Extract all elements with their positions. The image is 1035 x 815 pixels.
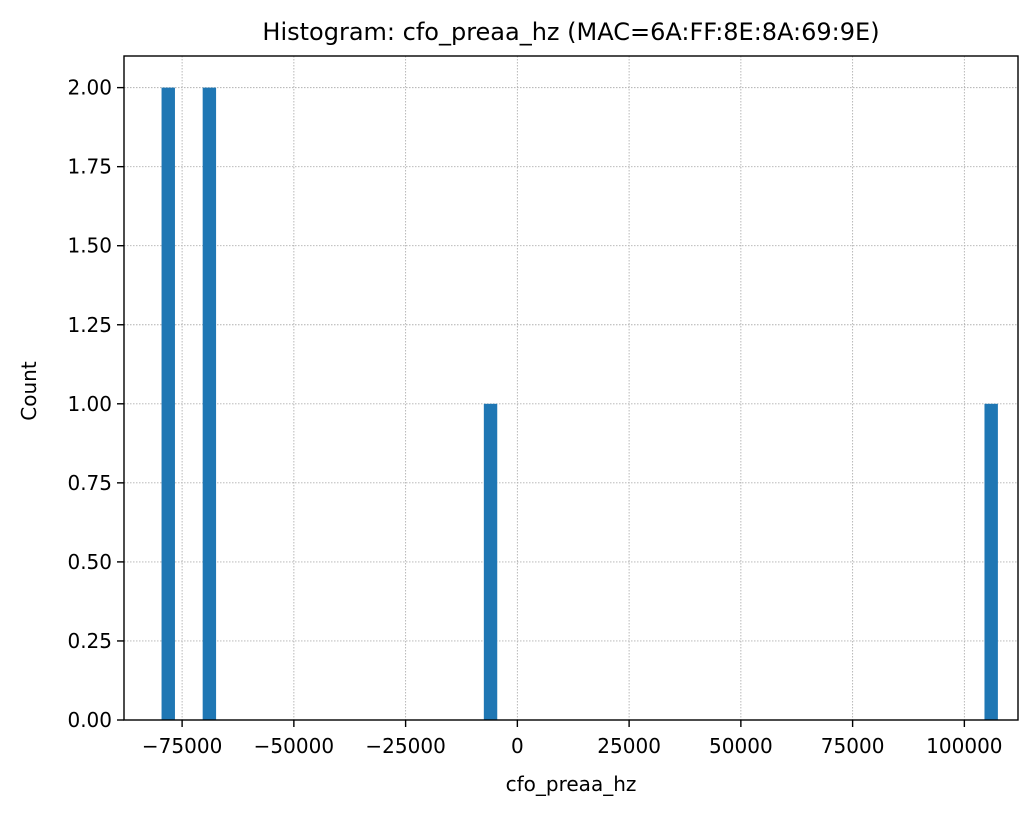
x-tick-label: −75000	[142, 734, 222, 758]
histogram-bars	[161, 87, 998, 721]
plot-frame	[123, 55, 1019, 721]
y-tick-label: 1.50	[67, 234, 112, 258]
grid-lines	[124, 56, 1018, 721]
y-tick-label: 2.00	[67, 76, 112, 100]
x-tick-label: −25000	[365, 734, 445, 758]
x-tick-label: 50000	[709, 734, 773, 758]
y-axis-label: Count	[17, 361, 41, 421]
y-axis: 0.00 0.25 0.50 0.75 1.00 1.25 1.50 1.75 2.00	[67, 76, 124, 732]
x-tick-label: 100000	[926, 734, 1002, 758]
x-axis: −75000 −50000 −25000 0 25000 50000 75000 100000	[142, 720, 1003, 758]
histogram-bar	[161, 87, 175, 721]
x-tick-label: −50000	[254, 734, 334, 758]
y-tick-label: 1.75	[67, 155, 112, 179]
x-tick-label: 25000	[597, 734, 661, 758]
y-tick-label: 1.25	[67, 313, 112, 337]
histogram-bar	[483, 403, 498, 720]
x-tick-label: 75000	[821, 734, 885, 758]
y-tick-label: 0.50	[67, 550, 112, 574]
y-tick-label: 0.25	[67, 629, 112, 653]
histogram-bar	[984, 403, 998, 720]
x-axis-label: cfo_preaa_hz	[506, 772, 637, 796]
x-tick-label: 0	[511, 734, 524, 758]
chart-title: Histogram: cfo_preaa_hz (MAC=6A:FF:8E:8A…	[262, 18, 879, 46]
histogram-bar	[202, 87, 217, 721]
y-tick-label: 0.00	[67, 708, 112, 732]
y-tick-label: 0.75	[67, 471, 112, 495]
y-tick-label: 1.00	[67, 392, 112, 416]
